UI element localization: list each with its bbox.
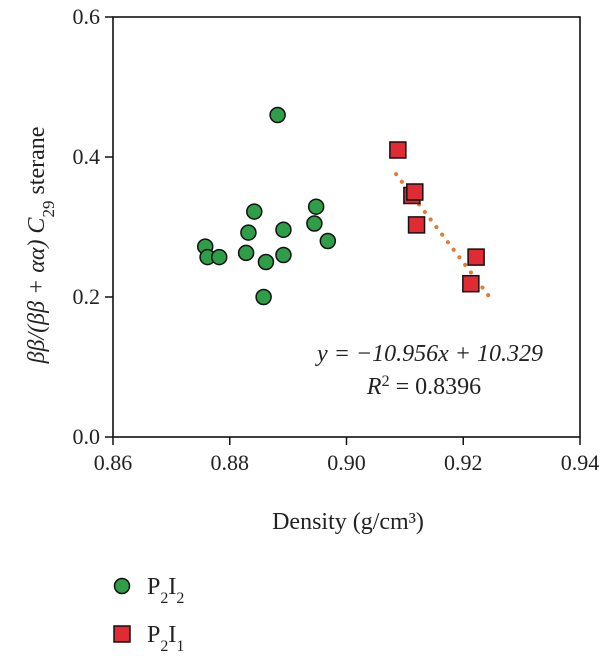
x-axis-title: Density (g/cm³) — [272, 509, 424, 535]
data-point-circle — [307, 198, 325, 215]
data-point-square — [406, 183, 424, 201]
y-tick-label: 0.4 — [73, 144, 101, 169]
data-point-circle — [210, 248, 228, 266]
r-squared-label: R2 = 0.8396 — [366, 373, 481, 401]
y-tick-label: 0.6 — [73, 4, 101, 29]
data-point-circle — [275, 246, 292, 264]
data-point-circle — [275, 221, 292, 239]
legend-item-series-1: P2I2 — [113, 574, 184, 607]
legend-item-series-2: P2I1 — [113, 622, 184, 655]
x-tick-label: 0.88 — [211, 450, 250, 475]
axis-ticks: 0.86 0.88 0.90 0.92 0.94 0.0 0.2 0.4 0.6 — [73, 4, 600, 475]
data-point-square — [407, 216, 426, 234]
data-point-circle — [306, 215, 323, 232]
legend-label-series-1: P2I2 — [147, 574, 184, 607]
data-point-square — [462, 274, 480, 293]
data-point-circle — [255, 288, 272, 306]
data-point-circle — [240, 224, 257, 241]
data-point-circle — [269, 106, 286, 124]
data-point-square — [467, 248, 485, 266]
x-tick-label: 0.92 — [444, 450, 483, 475]
legend-label-series-2: P2I1 — [147, 622, 184, 655]
x-tick-label: 0.86 — [94, 450, 133, 475]
data-point-circle — [237, 244, 255, 262]
x-tick-label: 0.94 — [561, 450, 600, 475]
x-tick-label: 0.90 — [327, 450, 366, 475]
y-tick-label: 0.0 — [73, 424, 101, 449]
plot-frame — [112, 16, 581, 438]
data-point-square — [389, 141, 407, 159]
plot-area — [112, 16, 581, 438]
regression-equation: y = −10.956x + 10.329 — [315, 341, 543, 367]
y-tick-label: 0.2 — [73, 284, 101, 309]
y-axis-title: ββ/(ββ + αα) C29 sterane — [24, 127, 58, 365]
legend-marker-square — [113, 625, 131, 643]
legend-marker-circle — [113, 577, 131, 595]
data-point-circle — [319, 232, 337, 250]
legend: P2I2 P2I1 — [113, 574, 184, 655]
data-point-circle — [246, 203, 263, 220]
data-points — [196, 106, 485, 306]
data-point-circle — [257, 253, 275, 271]
